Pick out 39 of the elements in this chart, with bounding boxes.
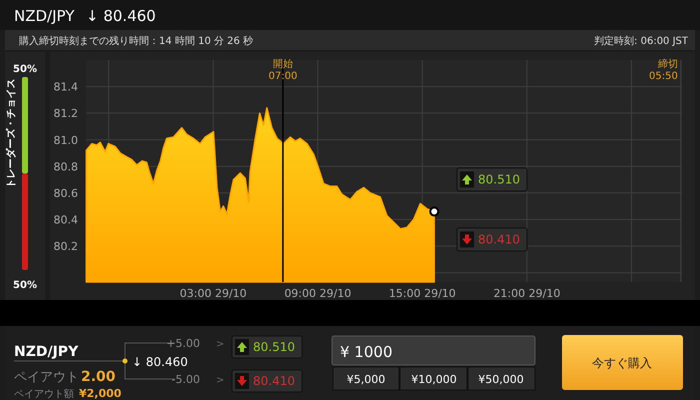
text: NZD/JPY — [14, 7, 76, 25]
text: NZD/JPY — [14, 344, 80, 360]
text: 80.510 — [253, 340, 295, 354]
x-tick-label: 09:00 29/10 — [284, 287, 352, 300]
text: ペイアウト — [14, 370, 79, 385]
text: 判定時刻: 06:00 JST — [594, 35, 689, 47]
text: ¥50,000 — [478, 373, 524, 386]
text: ¥ 1000 — [340, 343, 392, 361]
x-tick-label: 21:00 29/10 — [493, 287, 560, 300]
text: 今すぐ購入 — [592, 356, 652, 370]
y-tick-label: 81.0 — [54, 134, 78, 147]
annotation: 80.410 — [478, 232, 520, 246]
text: ↓ 80.460 — [86, 7, 156, 25]
y-tick-label: 81.4 — [54, 80, 78, 94]
y-tick-label: 80.8 — [54, 160, 78, 174]
y-tick-label: 80.6 — [54, 186, 78, 200]
text: ↓ 80.460 — [132, 355, 188, 369]
y-tick-label: 81.2 — [54, 107, 78, 120]
text: ¥5,000 — [346, 373, 386, 386]
text: ペイアウト額 — [14, 388, 74, 400]
text: 80.410 — [253, 374, 295, 388]
y-tick-label: 80.4 — [54, 214, 78, 227]
text: +5.00 — [166, 337, 200, 350]
x-tick-label: 15:00 29/10 — [388, 287, 456, 300]
text: > — [216, 375, 224, 386]
y-tick-label: 80.2 — [54, 240, 78, 254]
text: ¥2,000 — [79, 387, 122, 400]
data-label: 50% — [13, 280, 37, 291]
ref-line-label: 締切 05:50 — [649, 58, 678, 82]
text: ¥10,000 — [411, 373, 457, 386]
text: -5.00 — [172, 373, 200, 386]
text: 購入締切時刻までの残り時間：14 時間 10 分 26 秒 — [19, 35, 254, 47]
x-tick-label: 03:00 29/10 — [180, 287, 247, 300]
data-label: 50% — [13, 64, 37, 75]
text: 2.00 — [81, 369, 116, 385]
y-axis-title: トレーダーズ・チョイス — [5, 78, 17, 188]
text: > — [216, 339, 224, 350]
annotation: 80.510 — [478, 172, 520, 186]
ref-line-label: 開始 07:00 — [268, 59, 298, 82]
